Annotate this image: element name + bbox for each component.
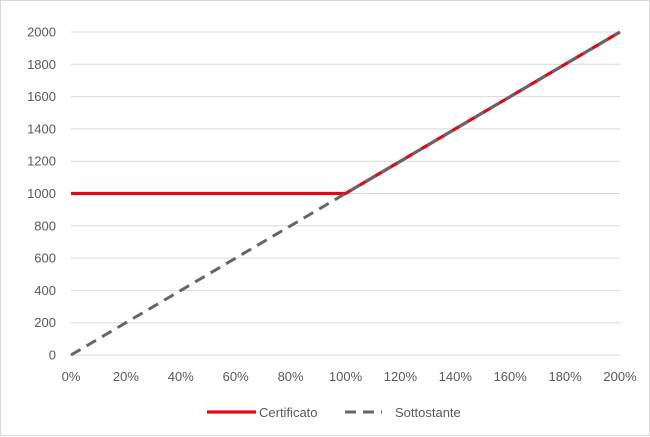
y-tick-label: 200	[34, 315, 56, 330]
y-tick-label: 1400	[27, 121, 56, 136]
y-tick-label: 2000	[27, 25, 56, 40]
x-tick-label: 200%	[603, 369, 637, 384]
y-tick-label: 400	[34, 283, 56, 298]
y-tick-label: 0	[49, 348, 56, 363]
y-tick-label: 1200	[27, 154, 56, 169]
x-tick-label: 20%	[113, 369, 139, 384]
x-tick-label: 60%	[223, 369, 249, 384]
x-tick-label: 100%	[329, 369, 363, 384]
x-tick-label: 0%	[62, 369, 81, 384]
y-tick-labels: 0 200 400 600 800 1000 1200 1400 1600 1800 2000	[27, 25, 56, 363]
series-lines	[70, 30, 621, 357]
gridlines	[71, 31, 620, 324]
x-tick-label: 140%	[439, 369, 473, 384]
y-tick-label: 800	[34, 218, 56, 233]
y-tick-label: 1800	[27, 57, 56, 72]
y-tick-label: 600	[34, 251, 56, 266]
x-tick-label: 120%	[384, 369, 418, 384]
x-tick-labels: 0% 20% 40% 60% 80% 100% 120% 140% 160% 180% 200%	[62, 369, 637, 384]
x-tick-label: 180%	[548, 369, 582, 384]
y-tick-label: 1000	[27, 186, 56, 201]
x-tick-label: 160%	[494, 369, 528, 384]
legend-label-certificato: Certificato	[259, 405, 318, 420]
legend-label-sottostante: Sottostante	[395, 405, 461, 420]
y-tick-label: 1600	[27, 89, 56, 104]
x-tick-label: 80%	[278, 369, 304, 384]
series-line-sottostante	[70, 30, 621, 357]
x-tick-label: 40%	[168, 369, 194, 384]
series-line-certificato	[71, 30, 621, 196]
legend: Certificato Sottostante	[207, 405, 461, 420]
